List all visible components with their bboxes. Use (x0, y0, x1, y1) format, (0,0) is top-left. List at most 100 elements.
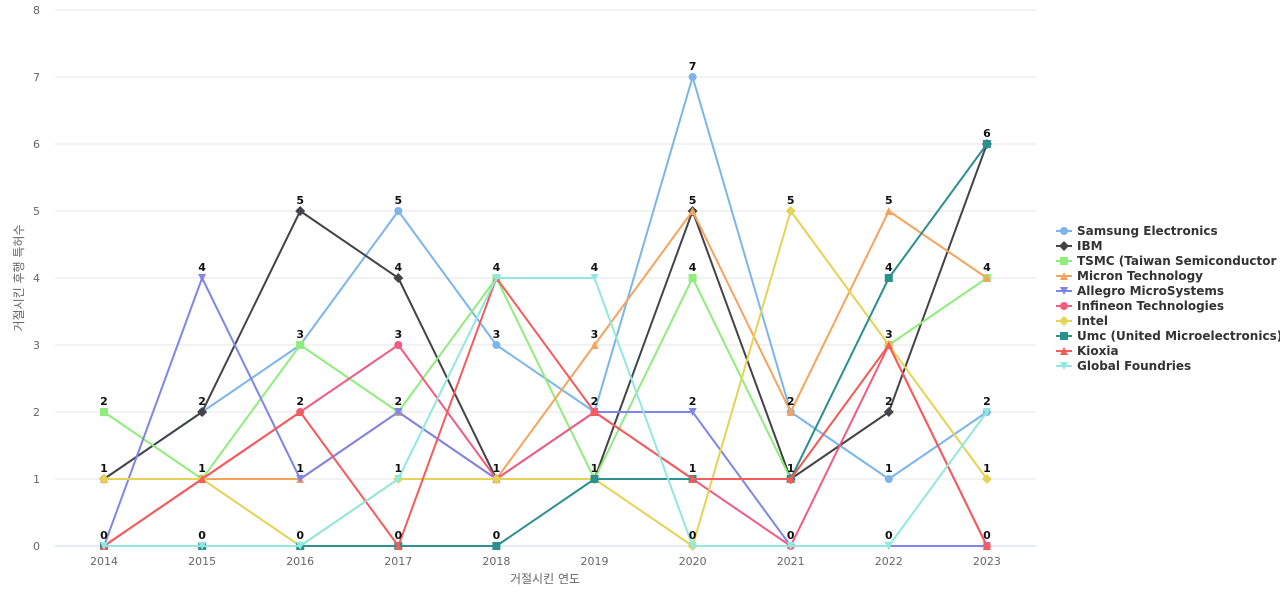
data-point-allegro-microsystems (296, 475, 305, 483)
data-point-samsung-electronics (688, 73, 697, 81)
data-point-ibm (295, 206, 306, 216)
y-tick-label: 2 (33, 406, 40, 419)
data-label: 4 (885, 261, 893, 274)
legend-item-ibm[interactable]: IBM (1056, 239, 1103, 253)
data-point-intel (99, 474, 109, 484)
x-tick-label: 2021 (777, 555, 805, 568)
data-label: 5 (787, 194, 795, 207)
data-point-ibm (197, 407, 208, 417)
data-label: 4 (591, 261, 599, 274)
x-tick-label: 2018 (482, 555, 510, 568)
data-label: 1 (296, 462, 304, 475)
data-label: 2 (787, 395, 795, 408)
data-point-global-foundries (394, 475, 403, 483)
data-label: 2 (296, 395, 304, 408)
series-lines (99, 73, 992, 551)
data-label: 2 (100, 395, 108, 408)
y-axis-title: 거절시킨 후행 특허수 (11, 225, 26, 332)
legend-label: Samsung Electronics (1077, 224, 1218, 238)
legend-marker (1059, 241, 1069, 251)
data-label: 5 (689, 194, 697, 207)
data-point-tsmc-taiwan-semiconductor (296, 341, 305, 349)
series-line-infineon-technologies (103, 344, 988, 547)
legend-marker (1060, 272, 1068, 280)
x-tick-label: 2020 (679, 555, 707, 568)
data-point-umc-united-microelectronics (492, 542, 501, 550)
x-tick-label: 2015 (188, 555, 216, 568)
data-point-samsung-electronics (492, 341, 501, 349)
data-point-global-foundries (884, 542, 893, 550)
y-tick-label: 3 (33, 339, 40, 352)
x-axis-ticks: 2014 2015 2016 2017 2018 2019 2020 2021 2022 2023 (90, 555, 1001, 568)
data-label: 1 (787, 462, 795, 475)
y-tick-label: 1 (33, 473, 40, 486)
data-label: 2 (885, 395, 893, 408)
data-label: 1 (493, 462, 501, 475)
data-point-tsmc-taiwan-semiconductor (100, 408, 108, 416)
data-label: 0 (983, 529, 991, 542)
legend-label: Micron Technology (1077, 269, 1203, 283)
legend-marker (1060, 362, 1068, 370)
x-tick-label: 2017 (384, 555, 412, 568)
legend-label: TSMC (Taiwan Semiconductor ... (1077, 254, 1280, 268)
legend-item-umc-united-microelectronics[interactable]: Umc (United Microelectronics) (1056, 329, 1280, 343)
legend-item-samsung-electronics[interactable]: Samsung Electronics (1056, 224, 1218, 238)
data-label: 0 (885, 529, 893, 542)
series-line-tsmc-taiwan-semiconductor (103, 277, 988, 480)
legend-label: Intel (1077, 314, 1108, 328)
data-point-micron-technology (982, 274, 991, 282)
series-infineon-technologies (100, 341, 991, 550)
x-axis-title: 거절시킨 연도 (510, 572, 580, 586)
data-label: 7 (689, 60, 697, 73)
data-labels: 2 1 0 4 2 1 0 5 3 2 1 0 5 4 3 2 1 0 4 3 1 0 4 3 2 1 7 5 4 2 1 0 5 2 1 0 5 4 3 2… (100, 60, 991, 542)
data-point-kioxia (296, 408, 305, 416)
data-label: 1 (198, 462, 206, 475)
x-tick-label: 2023 (973, 555, 1001, 568)
data-label: 2 (198, 395, 206, 408)
y-tick-label: 8 (33, 4, 40, 17)
legend-label: Kioxia (1077, 344, 1119, 358)
legend-item-global-foundries[interactable]: Global Foundries (1056, 359, 1191, 373)
data-label: 4 (394, 261, 402, 274)
series-line-ibm (103, 143, 988, 480)
data-point-umc-united-microelectronics (590, 475, 599, 483)
legend-item-tsmc-taiwan-semiconductor[interactable]: TSMC (Taiwan Semiconductor ... (1056, 254, 1280, 268)
legend-label: Global Foundries (1077, 359, 1191, 373)
series-line-micron-technology (104, 210, 988, 480)
legend-marker (1060, 287, 1068, 295)
x-tick-label: 2016 (286, 555, 314, 568)
data-label: 5 (885, 194, 893, 207)
data-label: 4 (983, 261, 991, 274)
data-point-ibm (393, 273, 404, 283)
data-point-micron-technology (786, 408, 795, 416)
legend-label: Allegro MicroSystems (1077, 284, 1224, 298)
data-label: 3 (591, 328, 599, 341)
data-point-kioxia (786, 475, 795, 483)
data-label: 1 (591, 462, 599, 475)
data-point-allegro-microsystems (688, 408, 697, 416)
legend-item-allegro-microsystems[interactable]: Allegro MicroSystems (1056, 284, 1224, 298)
data-point-tsmc-taiwan-semiconductor (688, 274, 697, 282)
data-point-global-foundries (982, 408, 991, 416)
series-global-foundries (100, 274, 991, 550)
data-point-global-foundries (492, 274, 501, 282)
data-label: 2 (983, 395, 991, 408)
data-label: 2 (689, 395, 697, 408)
data-label: 0 (394, 529, 402, 542)
data-point-micron-technology (590, 341, 599, 349)
legend-marker (1060, 302, 1068, 310)
legend-item-intel[interactable]: Intel (1056, 314, 1108, 328)
data-point-samsung-electronics (394, 207, 403, 215)
legend-label: IBM (1077, 239, 1103, 253)
legend-item-micron-technology[interactable]: Micron Technology (1056, 269, 1203, 283)
legend-marker (1060, 347, 1068, 355)
data-point-allegro-microsystems (394, 408, 403, 416)
data-point-micron-technology (884, 207, 893, 215)
legend-item-kioxia[interactable]: Kioxia (1056, 344, 1119, 358)
legend-marker (1059, 316, 1069, 326)
legend-item-infineon-technologies[interactable]: Infineon Technologies (1056, 299, 1224, 313)
x-tick-label: 2019 (581, 555, 609, 568)
data-label: 1 (983, 462, 991, 475)
